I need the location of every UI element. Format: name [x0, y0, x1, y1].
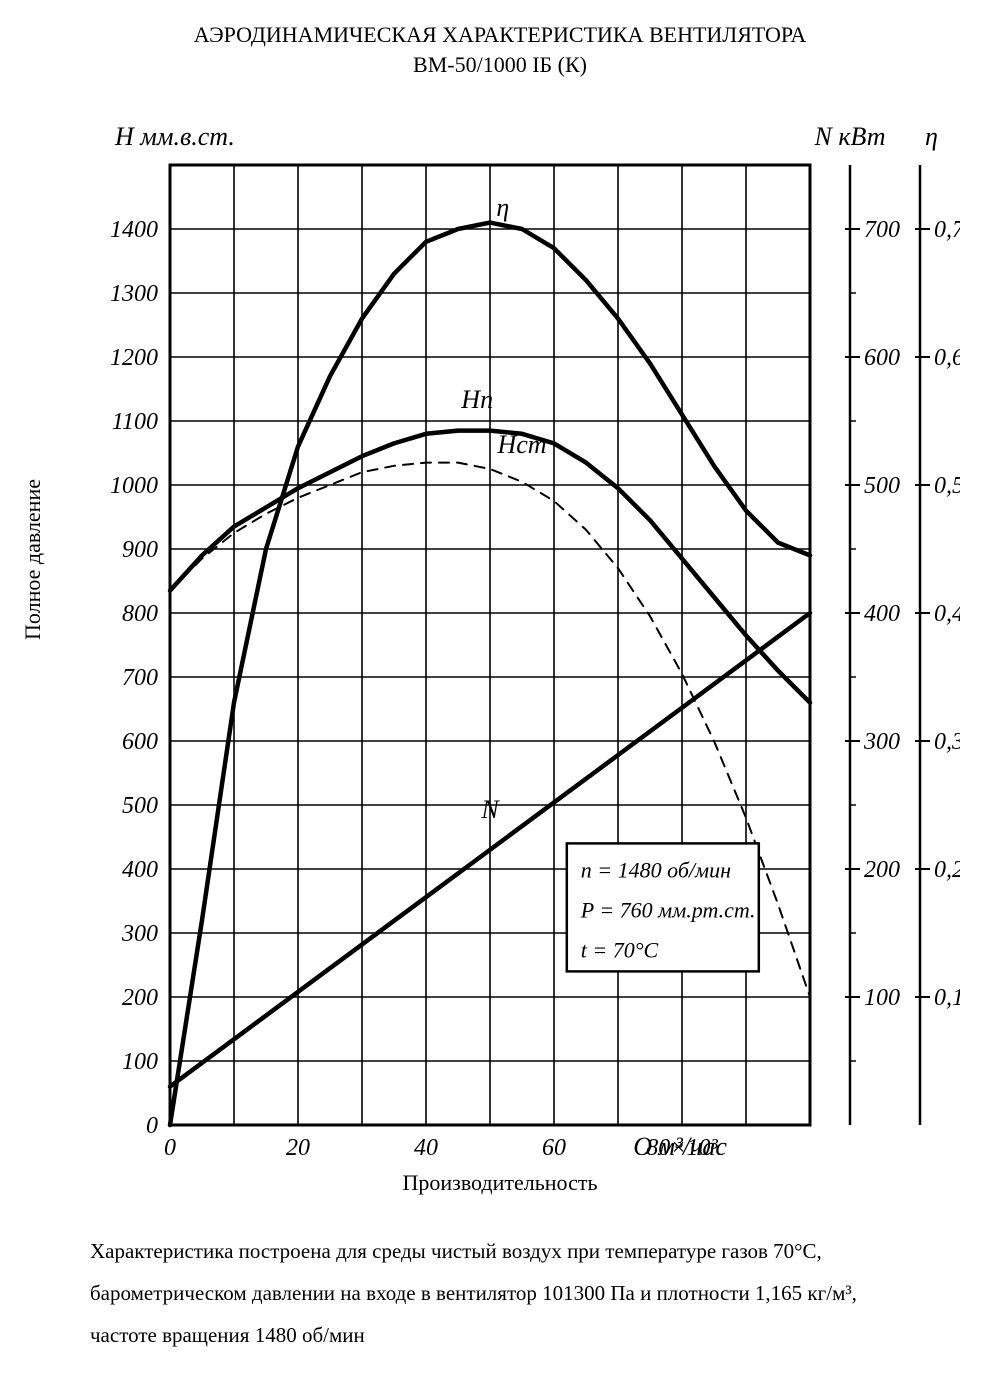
- y-right-N-tick-label: 700: [864, 217, 900, 243]
- chart-svg: 020406080×10³Q м³/час0100200300400500600…: [60, 105, 960, 1155]
- fan-chart: 020406080×10³Q м³/час0100200300400500600…: [60, 105, 960, 1155]
- y-left-tick-label: 600: [122, 729, 158, 755]
- y-right-eta-tick-label: 0,6: [934, 345, 960, 371]
- y-left-tick-label: 900: [122, 537, 158, 563]
- y-right-eta-tick-label: 0,4: [934, 601, 960, 627]
- info-box-line: t = 70°C: [581, 937, 659, 962]
- y-left-tick-label: 1200: [110, 345, 158, 371]
- series-label-eta: η: [496, 193, 509, 222]
- series-label-Hp: Hп: [460, 385, 493, 414]
- y-right-eta-tick-label: 0,1: [934, 985, 960, 1011]
- page-title: АЭРОДИНАМИЧЕСКАЯ ХАРАКТЕРИСТИКА ВЕНТИЛЯТ…: [0, 20, 1000, 79]
- y-left-tick-label: 700: [122, 665, 158, 691]
- y-axis-title: Полное давление: [20, 479, 46, 640]
- caption-line-1: Характеристика построена для среды чисты…: [90, 1230, 930, 1272]
- x-tick-label: 0: [164, 1135, 176, 1155]
- y-right-N-tick-label: 200: [864, 857, 900, 883]
- x-tick-label: 20: [286, 1135, 310, 1155]
- y-left-tick-label: 800: [122, 601, 158, 627]
- y-right-eta-tick-label: 0,3: [934, 729, 960, 755]
- y-right-eta-tick-label: 0,7: [934, 217, 960, 243]
- title-line-1: АЭРОДИНАМИЧЕСКАЯ ХАРАКТЕРИСТИКА ВЕНТИЛЯТ…: [0, 20, 1000, 50]
- y-right-N-tick-label: 500: [864, 473, 900, 499]
- x-axis-unit-label: Q м³/час: [633, 1132, 727, 1155]
- series-label-N: N: [480, 795, 500, 824]
- y-right-N-unit-label: N кВт: [814, 122, 886, 151]
- caption-line-2: барометрическом давлении на входе в вент…: [90, 1272, 930, 1314]
- y-right-N-tick-label: 400: [864, 601, 900, 627]
- y-right-eta-tick-label: 0,5: [934, 473, 960, 499]
- x-tick-label: 60: [542, 1135, 566, 1155]
- y-left-tick-label: 500: [122, 793, 158, 819]
- y-left-unit-label: H мм.в.ст.: [114, 122, 235, 151]
- y-left-tick-label: 1100: [112, 409, 158, 435]
- y-right-eta-unit-label: η: [925, 122, 938, 151]
- caption-line-3: частоте вращения 1480 об/мин: [90, 1314, 930, 1356]
- y-left-tick-label: 0: [146, 1113, 158, 1139]
- y-left-tick-label: 400: [122, 857, 158, 883]
- title-line-2: ВМ-50/1000 IБ (К): [0, 50, 1000, 80]
- y-left-tick-label: 1300: [110, 281, 158, 307]
- y-left-tick-label: 1400: [110, 217, 158, 243]
- info-box-line: n = 1480 об/мин: [581, 857, 731, 882]
- y-right-eta-tick-label: 0,2: [934, 857, 960, 883]
- chart-caption: Характеристика построена для среды чисты…: [90, 1230, 930, 1356]
- x-tick-label: 40: [414, 1135, 438, 1155]
- y-left-tick-label: 100: [122, 1049, 158, 1075]
- x-axis-title: Производительность: [0, 1170, 1000, 1196]
- info-box-line: P = 760 мм.рт.ст.: [580, 897, 756, 922]
- y-left-tick-label: 1000: [110, 473, 158, 499]
- y-right-N-tick-label: 100: [864, 985, 900, 1011]
- y-right-N-tick-label: 600: [864, 345, 900, 371]
- y-right-N-tick-label: 300: [863, 729, 900, 755]
- y-left-tick-label: 300: [121, 921, 158, 947]
- y-left-tick-label: 200: [122, 985, 158, 1011]
